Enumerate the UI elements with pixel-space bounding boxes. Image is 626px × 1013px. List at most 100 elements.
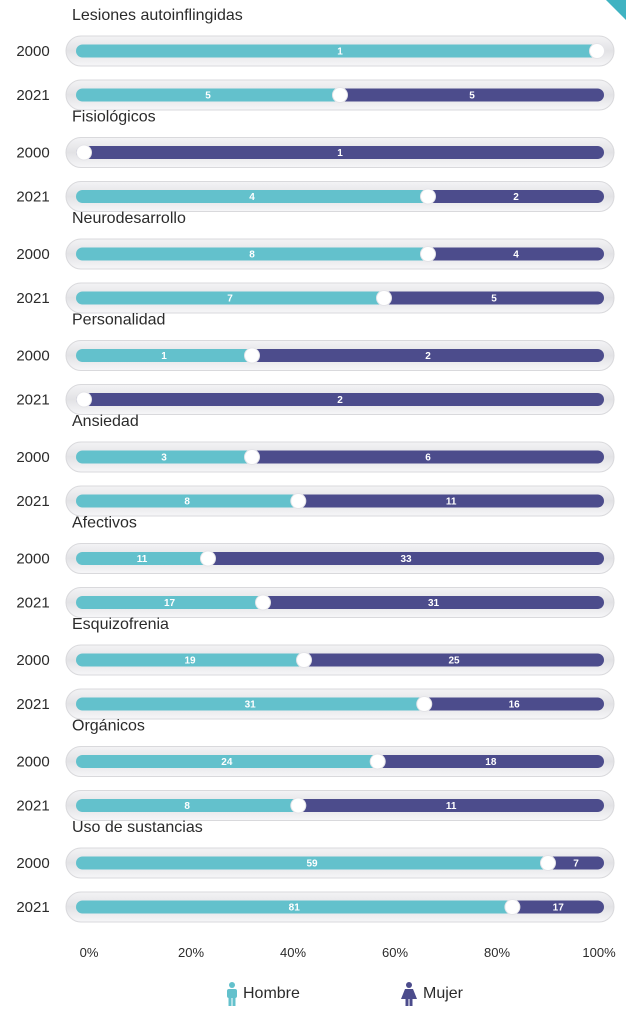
value-label-mujer: 2: [425, 351, 431, 362]
male-icon: [227, 982, 237, 1006]
category-group: Fisiológicos 2000 1 2021 4 2: [16, 109, 615, 212]
bar-mujer: [76, 146, 604, 159]
legend-label-hombre: Hombre: [243, 985, 300, 1002]
split-knob: [244, 347, 260, 364]
value-label-hombre: 8: [249, 250, 255, 261]
year-label: 2021: [16, 493, 49, 510]
bar-hombre: [76, 856, 548, 870]
value-label-hombre: 1: [337, 47, 343, 58]
value-label-mujer: 6: [425, 453, 431, 464]
split-knob: [296, 652, 312, 668]
split-knob: [332, 87, 348, 103]
year-label: 2021: [16, 392, 49, 409]
split-knob: [244, 449, 260, 465]
value-label-hombre: 24: [221, 757, 233, 768]
category-title: Fisiológicos: [72, 109, 156, 126]
x-tick-label: 20%: [178, 945, 204, 960]
value-label-mujer: 5: [469, 91, 475, 102]
bar-hombre: [76, 190, 428, 203]
year-label: 2021: [16, 595, 49, 612]
category-title: Lesiones autoinflingidas: [72, 7, 243, 24]
split-knob: [76, 144, 92, 161]
category-group: Orgánicos 2000 24 18 2021 8 11: [16, 718, 615, 821]
value-label-hombre: 11: [137, 554, 148, 565]
bar-mujer: [298, 799, 604, 812]
x-tick-label: 60%: [382, 945, 408, 960]
split-knob: [255, 594, 271, 611]
split-knob: [200, 550, 216, 567]
value-label-mujer: 2: [337, 395, 343, 406]
bar-hombre: [76, 755, 378, 768]
value-label-mujer: 33: [400, 554, 412, 565]
value-label-hombre: 4: [249, 192, 255, 203]
category-title: Afectivos: [72, 515, 137, 532]
bar-hombre: [76, 450, 252, 464]
year-label: 2000: [16, 551, 49, 568]
value-label-hombre: 3: [161, 453, 167, 464]
category-title: Esquizofrenia: [72, 616, 169, 633]
split-knob: [540, 855, 556, 871]
year-label: 2021: [16, 696, 49, 713]
bar-mujer: [263, 596, 604, 609]
value-label-mujer: 25: [448, 656, 460, 667]
x-tick-label: 100%: [582, 945, 616, 960]
year-label: 2021: [16, 899, 49, 916]
bar-mujer: [76, 393, 604, 406]
value-label-mujer: 11: [446, 497, 457, 508]
split-knob: [369, 753, 386, 770]
category-group: Neurodesarrollo 2000 8 4 2021 7 5: [16, 210, 615, 314]
value-label-hombre: 31: [245, 700, 257, 711]
category-title: Personalidad: [72, 312, 165, 329]
bar-mujer: [424, 697, 604, 711]
value-label-mujer: 16: [509, 700, 521, 711]
legend-item-mujer: Mujer: [398, 982, 463, 1006]
value-label-mujer: 11: [446, 801, 457, 812]
year-label: 2000: [16, 348, 49, 365]
value-label-mujer: 7: [573, 859, 579, 870]
category-title: Neurodesarrollo: [72, 210, 186, 227]
year-label: 2021: [16, 798, 49, 815]
category-title: Ansiedad: [72, 413, 139, 430]
category-group: Esquizofrenia 2000 19 25 2021 31 16: [16, 616, 615, 720]
year-label: 2000: [16, 246, 49, 263]
split-knob: [290, 797, 307, 814]
value-label-mujer: 5: [491, 294, 497, 305]
year-label: 2000: [16, 754, 49, 771]
year-label: 2000: [16, 449, 49, 466]
category-title: Uso de sustancias: [72, 819, 203, 836]
bar-mujer: [512, 900, 604, 914]
value-label-hombre: 19: [184, 656, 196, 667]
x-tick-label: 40%: [280, 945, 306, 960]
legend: Hombre Mujer: [0, 982, 626, 1006]
split-knob: [589, 43, 605, 59]
split-knob: [420, 246, 436, 262]
bar-hombre: [76, 291, 384, 305]
bar-hombre: [76, 900, 513, 914]
bar-hombre: [76, 247, 428, 261]
bar-mujer: [208, 552, 604, 565]
year-label: 2021: [16, 290, 49, 307]
category-group: Lesiones autoinflingidas 2000 1 2021 5 5: [16, 7, 615, 111]
bar-hombre: [76, 44, 604, 58]
legend-label-mujer: Mujer: [423, 985, 464, 1002]
year-label: 2021: [16, 189, 49, 206]
bar-hombre: [76, 596, 263, 609]
year-label: 2021: [16, 87, 49, 104]
value-label-hombre: 17: [164, 598, 176, 609]
legend-item-hombre: Hombre: [224, 982, 300, 1006]
split-knob: [290, 493, 307, 509]
category-group: Afectivos 2000 11 33 2021 17 31: [16, 515, 615, 618]
split-knob: [76, 391, 92, 408]
year-label: 2000: [16, 145, 49, 162]
bar-hombre: [76, 552, 208, 565]
bar-mujer: [252, 450, 604, 464]
value-label-mujer: 31: [428, 598, 440, 609]
split-knob: [504, 899, 521, 915]
year-label: 2000: [16, 652, 49, 669]
bar-hombre: [76, 799, 299, 812]
bar-mujer: [428, 190, 604, 203]
bar-mujer: [252, 349, 604, 362]
bar-mujer: [428, 247, 604, 261]
split-knob: [376, 290, 392, 306]
year-label: 2000: [16, 855, 49, 872]
